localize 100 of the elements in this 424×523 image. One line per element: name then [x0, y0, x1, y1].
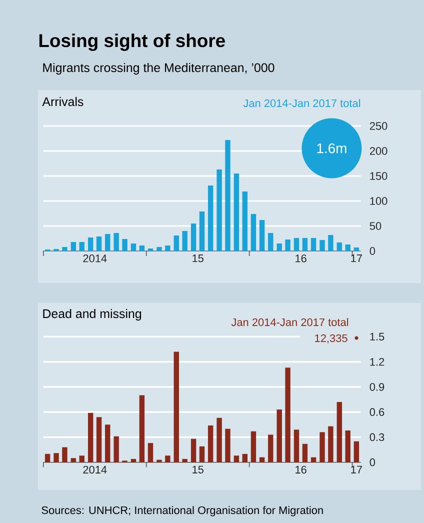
bar: [114, 436, 119, 462]
bar: [79, 456, 84, 462]
annotation: 12,335: [315, 334, 348, 344]
bar: [234, 456, 240, 462]
y-tick-label: 1.5: [370, 332, 384, 341]
bar: [276, 410, 282, 462]
bar: [320, 432, 325, 462]
bar: [96, 236, 102, 251]
bar: [54, 453, 59, 462]
y-axis-title: Dead and missing: [43, 308, 142, 321]
bar: [354, 247, 360, 251]
bar: [139, 245, 145, 251]
bar: [190, 438, 196, 462]
x-tick-label: 15: [192, 254, 204, 262]
bar: [354, 441, 360, 462]
bar: [148, 248, 154, 251]
bar: [310, 238, 316, 251]
x-tick-label: 17: [351, 466, 362, 474]
bar: [268, 232, 274, 251]
x-tick-label: 16: [296, 466, 306, 474]
bar: [302, 444, 308, 462]
source-note: Sources: UNHCR; International Organisation for Migration: [42, 506, 323, 516]
bar: [70, 458, 76, 462]
bar: [105, 234, 110, 251]
bar: [294, 430, 300, 462]
bar: [285, 368, 290, 462]
bar: [156, 246, 162, 251]
bar: [259, 457, 265, 462]
bar: [156, 460, 162, 462]
bar: [234, 173, 240, 251]
bar: [130, 458, 136, 462]
y-tick-label: 150: [370, 172, 388, 180]
bar: [88, 237, 94, 251]
bar: [225, 140, 230, 251]
y-tick-label: 100: [370, 197, 388, 205]
bar: [139, 395, 145, 462]
x-tick-label: 2014: [83, 466, 107, 474]
x-tick-label: 15: [192, 466, 204, 474]
y-tick-label: 1.2: [370, 358, 384, 366]
bar: [174, 235, 179, 251]
y-axis-title: Arrivals: [42, 96, 84, 106]
bar: [268, 434, 274, 462]
bar: [336, 242, 342, 251]
bar: [302, 238, 308, 251]
bar: [285, 239, 290, 251]
y-tick-label: 0.6: [370, 408, 384, 416]
bar: [250, 214, 256, 251]
bar: [345, 430, 350, 462]
y-tick-label: 50: [370, 222, 382, 230]
bar: [44, 454, 50, 462]
bar: [199, 446, 205, 462]
bar: [165, 245, 170, 251]
bar: [208, 185, 214, 251]
bar: [242, 454, 248, 462]
bar: [62, 246, 68, 251]
bar: [336, 402, 342, 462]
bar: [96, 417, 102, 462]
bar: [276, 243, 282, 251]
bar: [320, 240, 325, 251]
y-tick-label: 0: [370, 247, 376, 255]
bar: [148, 443, 154, 462]
bar: [130, 243, 136, 251]
text: Jan 2014-Jan 2017 total: [243, 99, 360, 108]
bar: [345, 244, 350, 251]
chart-title: Losing sight of shore: [39, 34, 225, 51]
x-tick-label: 16: [296, 254, 306, 262]
bar: [70, 242, 76, 251]
bar: [62, 447, 68, 462]
bar: [88, 412, 94, 462]
bar: [174, 352, 179, 462]
bar: [114, 232, 119, 251]
y-tick-label: 0.9: [370, 383, 384, 391]
bar: [250, 431, 256, 462]
x-tick-label: 2014: [83, 254, 107, 262]
y-tick-label: 0: [370, 458, 376, 466]
bar: [310, 457, 316, 462]
bar: [208, 425, 214, 462]
bar: [122, 238, 128, 251]
annotation: 1.6m: [317, 143, 346, 154]
bar: [242, 191, 248, 251]
bar: [216, 418, 222, 462]
bar: [225, 428, 230, 462]
bar: [182, 458, 188, 462]
bar: [199, 211, 205, 251]
bar: [182, 230, 188, 251]
y-tick-label: 200: [370, 147, 388, 155]
text: Jan 2014-Jan 2017 total: [231, 318, 348, 326]
bar: [328, 426, 334, 462]
bar: [294, 238, 300, 251]
chart-subtitle: Migrants crossing the Mediterranean, ’000: [43, 62, 274, 75]
bar: [216, 169, 222, 251]
bar: [165, 456, 170, 462]
bar: [259, 220, 265, 251]
y-tick-label: 0.3: [370, 433, 384, 442]
bar: [105, 424, 110, 462]
bar: [328, 234, 334, 251]
y-tick-label: 250: [370, 122, 388, 130]
x-tick-label: 17: [351, 254, 362, 262]
bar: [79, 242, 84, 251]
bar: [190, 223, 196, 251]
